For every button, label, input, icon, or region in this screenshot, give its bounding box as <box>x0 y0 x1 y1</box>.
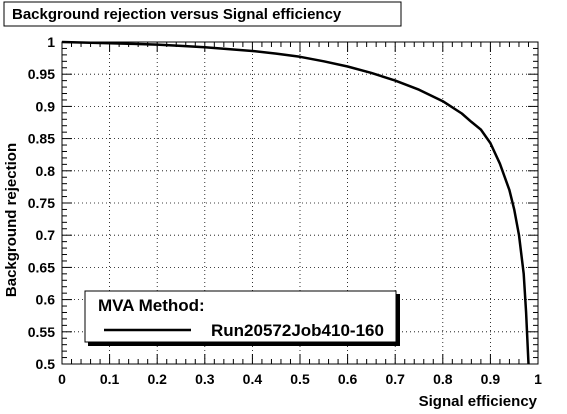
y-tick-label: 0.5 <box>36 356 56 372</box>
x-tick-label: 0.1 <box>100 371 120 387</box>
x-tick-label: 0.8 <box>433 371 453 387</box>
x-tick-label: 0.3 <box>195 371 215 387</box>
y-tick-label: 0.7 <box>36 227 56 243</box>
y-tick-label: 0.95 <box>28 66 55 82</box>
x-tick-label: 1 <box>534 371 542 387</box>
y-axis-title: Background rejection <box>3 143 20 297</box>
legend-header: MVA Method: <box>98 296 205 315</box>
y-tick-label: 0.85 <box>28 131 55 147</box>
x-tick-labels: 0 0.1 0.2 0.3 0.4 0.5 0.6 0.7 0.8 0.9 1 <box>58 371 542 387</box>
y-tick-label: 0.9 <box>36 98 56 114</box>
x-tick-label: 0 <box>58 371 66 387</box>
y-tick-label: 1 <box>47 34 55 50</box>
y-tick-label: 0.6 <box>36 292 56 308</box>
x-tick-label: 0.4 <box>243 371 263 387</box>
chart-title-box <box>3 1 402 27</box>
series-line <box>61 40 530 365</box>
x-tick-label: 0.7 <box>385 371 405 387</box>
legend-box <box>84 290 397 343</box>
x-tick-label: 0.2 <box>147 371 167 387</box>
y-tick-label: 0.65 <box>28 259 55 275</box>
x-tick-label: 0.6 <box>338 371 358 387</box>
y-tick-labels: 0.5 0.55 0.6 0.65 0.7 0.75 0.8 0.85 0.9 0.95 1 <box>28 34 55 372</box>
x-tick-label: 0.5 <box>290 371 310 387</box>
chart-title: Background rejection versus Signal effic… <box>12 6 342 23</box>
y-tick-label: 0.55 <box>28 324 55 340</box>
legend-series-label: Run20572Job410-160 <box>211 321 384 340</box>
x-tick-label: 0.9 <box>481 371 501 387</box>
legend: MVA Method: Run20572Job410-160 <box>84 290 400 346</box>
y-tick-label: 0.75 <box>28 195 55 211</box>
series-lines <box>61 40 530 365</box>
y-tick-label: 0.8 <box>36 163 56 179</box>
x-axis-title: Signal efficiency <box>419 393 538 410</box>
